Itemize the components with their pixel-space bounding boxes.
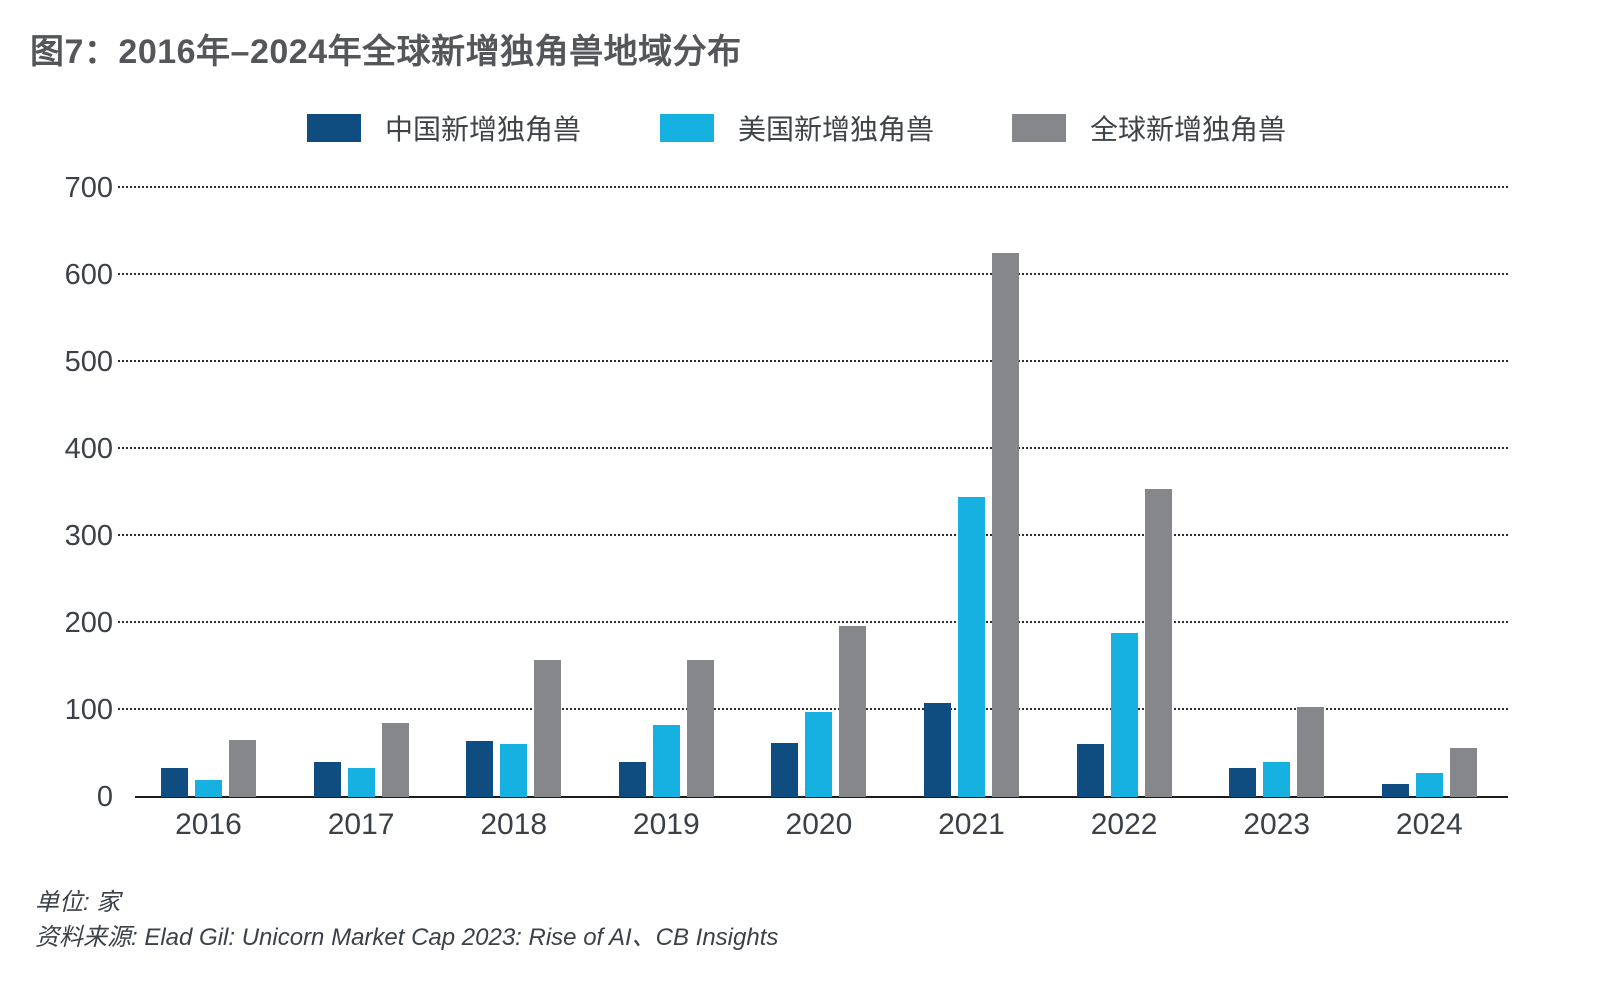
bar-2021-series-2 — [992, 253, 1019, 797]
y-axis-tick-label: 200 — [64, 607, 113, 639]
gridline — [118, 534, 1508, 536]
gridline — [118, 447, 1508, 449]
bar-2018-series-0 — [466, 741, 494, 797]
chart-title: 图7：2016年–2024年全球新增独角兽地域分布 — [30, 33, 742, 71]
y-axis-tick-label: 100 — [64, 694, 113, 726]
x-axis-line — [135, 796, 1508, 798]
y-axis-tick-label: 600 — [64, 259, 113, 291]
legend-label: 美国新增独角兽 — [738, 114, 935, 145]
x-axis-tick-label: 2024 — [1395, 808, 1463, 841]
bar-2024-series-2 — [1449, 748, 1477, 797]
y-axis-tick-label: 400 — [64, 433, 113, 465]
bar-2020-series-1 — [805, 711, 833, 797]
bar-2016-series-0 — [161, 768, 188, 797]
y-axis: 0 100 200 300 400 500 600 700 — [0, 172, 113, 813]
bar-2018-series-1 — [500, 743, 528, 797]
bar-2021-series-0 — [924, 703, 951, 797]
legend-swatch — [307, 114, 361, 142]
bar-2017-series-1 — [347, 768, 375, 797]
legend-label: 全球新增独角兽 — [1090, 114, 1287, 145]
bar-2019-series-2 — [686, 659, 714, 797]
x-axis-tick-label: 2016 — [175, 808, 242, 841]
x-axis-tick-label: 2023 — [1243, 808, 1311, 841]
x-axis-tick-label: 2017 — [327, 808, 395, 841]
bar-2022-series-2 — [1144, 489, 1172, 797]
y-axis-tick-label: 700 — [64, 172, 113, 204]
bar-2016-series-1 — [195, 779, 222, 797]
gridline — [118, 621, 1508, 623]
plot-area — [118, 186, 1508, 798]
x-axis: 2016 2017 2018 2019 2020 2021 2022 2023 2024 — [135, 808, 1480, 848]
bar-2017-series-0 — [313, 762, 341, 797]
x-axis-tick-label: 2020 — [785, 808, 853, 841]
legend-item: 全球新增独角兽 — [1012, 112, 1286, 145]
legend-item: 中国新增独角兽 — [307, 112, 581, 145]
y-axis-tick-label: 300 — [64, 520, 113, 552]
bar-2020-series-2 — [839, 625, 867, 797]
bar-2023-series-2 — [1297, 707, 1325, 797]
bar-2023-series-1 — [1263, 762, 1291, 797]
source-note: 资料来源: Elad Gil: Unicorn Market Cap 2023:… — [35, 924, 779, 951]
gridline — [118, 708, 1508, 710]
bar-2021-series-1 — [958, 496, 985, 797]
bar-2019-series-1 — [652, 724, 680, 797]
bar-2020-series-0 — [771, 743, 799, 797]
bar-2023-series-0 — [1229, 768, 1257, 797]
x-axis-tick-label: 2021 — [938, 808, 1005, 841]
bar-2019-series-0 — [618, 762, 646, 797]
y-axis-tick-label: 0 — [96, 781, 113, 813]
y-axis-tick-label: 500 — [64, 346, 113, 378]
legend-label: 中国新增独角兽 — [385, 114, 582, 145]
gridline — [118, 186, 1508, 188]
legend-item: 美国新增独角兽 — [660, 112, 934, 145]
gridline — [118, 360, 1508, 362]
gridline — [118, 273, 1508, 275]
legend-swatch — [660, 114, 714, 142]
x-axis-tick-label: 2022 — [1090, 808, 1158, 841]
x-axis-tick-label: 2018 — [480, 808, 548, 841]
x-axis-tick-label: 2019 — [632, 808, 700, 841]
bar-2024-series-1 — [1415, 772, 1443, 797]
bar-2017-series-2 — [381, 723, 409, 797]
bar-2018-series-2 — [534, 659, 562, 797]
unit-note: 单位: 家 — [35, 889, 121, 916]
legend-swatch — [1012, 114, 1066, 142]
bar-2016-series-2 — [229, 740, 256, 797]
bar-2024-series-0 — [1381, 783, 1409, 797]
bar-2022-series-1 — [1110, 632, 1138, 797]
bar-2022-series-0 — [1076, 743, 1104, 797]
